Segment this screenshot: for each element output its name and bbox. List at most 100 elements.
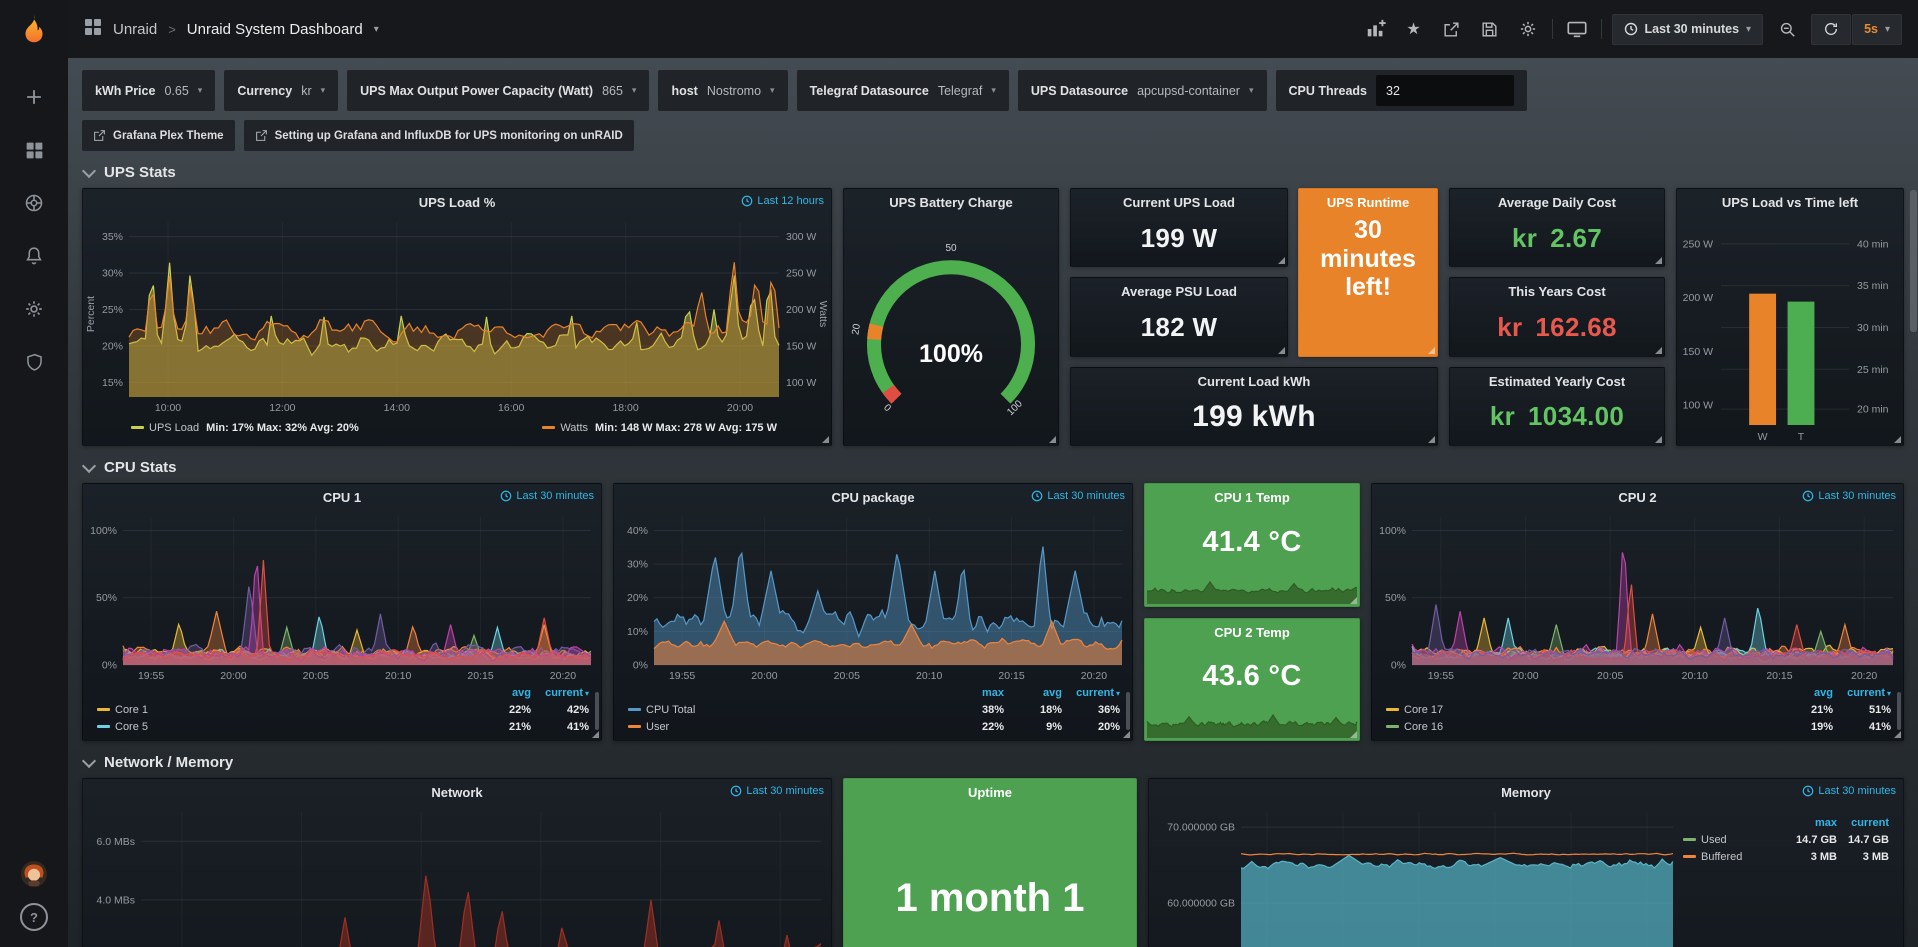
alerting-bell-icon[interactable] (21, 243, 47, 269)
panel-time-range[interactable]: Last 30 minutes (500, 490, 594, 502)
variable-kwh-price[interactable]: kWh Price 0.65 ▾ (82, 70, 216, 111)
panel-title[interactable]: Memory (1501, 785, 1551, 800)
variable-label: CPU Threads (1288, 83, 1368, 98)
time-range-picker[interactable]: Last 30 minutes ▾ (1611, 13, 1764, 45)
variable-label: UPS Max Output Power Capacity (Watt) (360, 83, 594, 98)
stat-value: kr 162.68 (1450, 299, 1664, 355)
variable-label: Currency (237, 83, 293, 98)
panel-title[interactable]: CPU 2 (1618, 490, 1657, 505)
refresh-interval-dropdown[interactable]: 5s ▾ (1852, 13, 1902, 45)
link-ups-monitoring-guide[interactable]: Setting up Grafana and InfluxDB for UPS … (243, 120, 634, 151)
legend-item[interactable]: Buffered 3 MB 3 MB (1683, 848, 1889, 865)
svg-text:30 min: 30 min (1857, 322, 1889, 334)
chart-area: 0% 50% 100% 19:55 20:00 20:05 20:10 20:15 20:20 (1372, 511, 1903, 683)
panel-time-range[interactable]: Last 30 minutes (1802, 490, 1896, 502)
create-plus-icon[interactable] (21, 84, 47, 110)
panel-title[interactable]: CPU package (831, 490, 915, 505)
legend-item[interactable]: Core 5 21% 41% (97, 718, 589, 735)
stat-title[interactable]: Average PSU Load (1121, 284, 1237, 300)
section-ups-stats[interactable]: UPS Stats (81, 163, 1904, 181)
cpu-package-chart[interactable]: 0% 10% 20% 30% 40% 19:55 20:00 20:05 20:10 20:15 2… (614, 511, 1132, 683)
chevron-down-icon[interactable]: ▾ (373, 23, 379, 35)
variable-host[interactable]: host Nostromo ▾ (658, 70, 788, 111)
section-network-memory[interactable]: Network / Memory (81, 753, 1904, 771)
legend-col-avg[interactable]: avg (512, 686, 531, 699)
legend-item[interactable]: Core 1 22% 42% (97, 701, 589, 718)
variable-ups-datasource[interactable]: UPS Datasource apcupsd-container ▾ (1017, 70, 1267, 111)
stat-title[interactable]: UPS Runtime (1326, 195, 1410, 210)
stat-title[interactable]: Uptime (967, 785, 1013, 800)
legend-scrollbar[interactable] (595, 692, 599, 730)
zoom-out-button[interactable] (1773, 15, 1801, 43)
clock-icon (501, 490, 512, 502)
panel-title[interactable]: Network (431, 785, 483, 800)
legend-col-current[interactable]: current ▾ (1076, 686, 1120, 699)
clock-icon (742, 195, 753, 207)
legend-item[interactable]: UPS Load Min: 17% Max: 32% Avg: 20% (131, 422, 359, 434)
cycle-view-monitor-button[interactable] (1563, 15, 1591, 43)
panel-time-range[interactable]: Last 30 minutes (1802, 785, 1896, 797)
share-button[interactable] (1438, 15, 1466, 43)
legend-item[interactable]: User 22% 9% 20% (628, 718, 1120, 735)
configuration-gear-icon[interactable] (21, 296, 47, 322)
legend-col-current[interactable]: current ▾ (545, 686, 589, 699)
legend-col-max[interactable]: max (981, 686, 1004, 699)
stat-title[interactable]: Average Daily Cost (1497, 195, 1616, 210)
legend-item[interactable]: CPU Total 38% 18% 36% (628, 701, 1120, 718)
variable-telegraf-datasource[interactable]: Telegraf Datasource Telegraf ▾ (796, 70, 1009, 111)
svg-text:20%: 20% (102, 340, 123, 352)
scrollbar-thumb[interactable] (1910, 190, 1917, 332)
legend-item[interactable]: Core 16 19% 41% (1386, 718, 1891, 735)
stat-title[interactable]: CPU 2 Temp (1214, 624, 1290, 640)
stat-title[interactable]: This Years Cost (1508, 284, 1606, 300)
user-avatar[interactable] (21, 861, 47, 887)
dashboard-settings-button[interactable] (1514, 15, 1542, 43)
section-cpu-stats[interactable]: CPU Stats (81, 458, 1904, 476)
star-button[interactable]: ★ (1400, 15, 1428, 43)
legend-col-current[interactable]: current (1851, 816, 1889, 829)
legend-col-current[interactable]: current ▾ (1847, 686, 1891, 699)
explore-compass-icon[interactable] (21, 190, 47, 216)
top-navbar: Unraid > Unraid System Dashboard ▾ ★ (68, 0, 1918, 58)
legend-col-avg[interactable]: avg (1043, 686, 1062, 699)
panel-title[interactable]: UPS Load vs Time left (1721, 195, 1859, 210)
legend-col-max[interactable]: max (1814, 816, 1837, 829)
add-panel-button[interactable] (1362, 15, 1390, 43)
refresh-button[interactable] (1811, 13, 1852, 45)
panel-title[interactable]: UPS Load % (418, 195, 496, 210)
legend-scrollbar[interactable] (1897, 692, 1901, 730)
legend-scrollbar[interactable] (1126, 692, 1130, 730)
legend-item[interactable]: Watts Min: 148 W Max: 278 W Avg: 175 W (542, 422, 777, 434)
grafana-logo-icon[interactable] (0, 0, 68, 60)
dashboards-icon[interactable] (21, 137, 47, 163)
help-icon[interactable]: ? (20, 903, 48, 931)
panel-title[interactable]: CPU 1 (322, 490, 362, 505)
stat-title[interactable]: Current UPS Load (1123, 195, 1235, 210)
link-grafana-plex-theme[interactable]: Grafana Plex Theme (82, 120, 235, 151)
server-admin-shield-icon[interactable] (21, 349, 47, 375)
cpu-threads-input[interactable] (1376, 75, 1514, 106)
ups-load-chart[interactable]: 15% 20% 25% 30% 35% 100 W 150 W 200 W 250 W 300 W… (83, 216, 831, 415)
link-label: Grafana Plex Theme (113, 129, 224, 142)
variable-currency[interactable]: Currency kr ▾ (224, 70, 339, 111)
legend-item[interactable]: Core 17 21% 51% (1386, 701, 1891, 718)
panel-time-range[interactable]: Last 30 minutes (1031, 490, 1125, 502)
panel-time-range[interactable]: Last 30 minutes (730, 785, 824, 797)
stat-title[interactable]: Current Load kWh (1197, 373, 1311, 389)
legend-item[interactable]: Used 14.7 GB 14.7 GB (1683, 831, 1889, 848)
stat-title[interactable]: CPU 1 Temp (1214, 490, 1290, 505)
cpu2-chart[interactable]: 0% 50% 100% 19:55 20:00 20:05 20:10 20:15 20:20 (1372, 511, 1903, 683)
stat-title[interactable]: Estimated Yearly Cost (1488, 373, 1626, 389)
variable-ups-max-output[interactable]: UPS Max Output Power Capacity (Watt) 865… (347, 70, 650, 111)
cpu1-chart[interactable]: 0% 50% 100% 19:55 20:00 20:05 20:10 20:15 20:20 (83, 511, 601, 683)
legend-col-avg[interactable]: avg (1814, 686, 1833, 699)
breadcrumb-folder[interactable]: Unraid (113, 20, 158, 38)
page-scrollbar[interactable] (1910, 62, 1917, 947)
panel-time-range[interactable]: Last 12 hours (741, 195, 824, 207)
panel-title[interactable]: UPS Battery Charge (889, 195, 1013, 210)
save-button[interactable] (1476, 15, 1504, 43)
dashboard-title[interactable]: Unraid System Dashboard (186, 20, 363, 38)
apps-grid-icon (84, 18, 102, 40)
